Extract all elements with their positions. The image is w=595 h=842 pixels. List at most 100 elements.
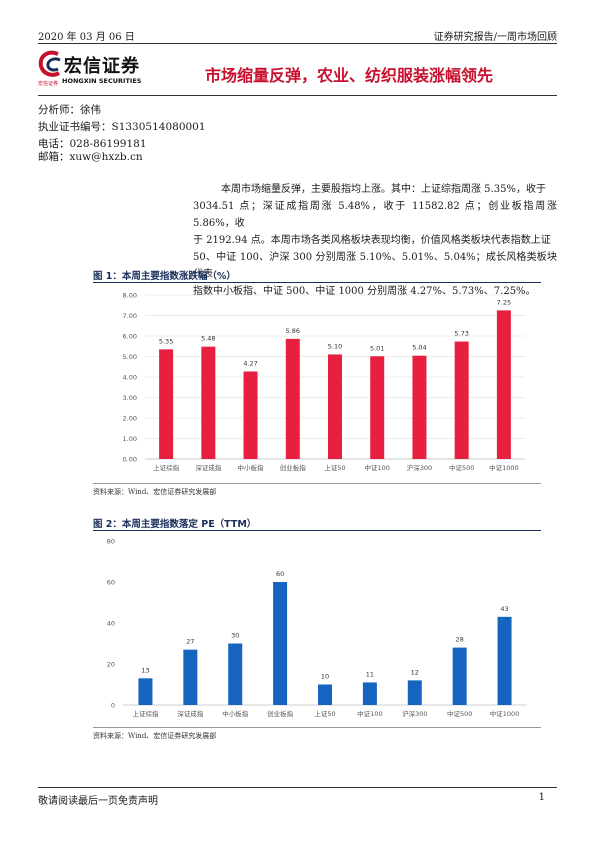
data-label: 30 (231, 632, 239, 640)
y-tick-label: 0 (111, 702, 115, 710)
analyst-license: 执业证书编号：S1330514080001 (38, 121, 206, 133)
data-label: 7.25 (497, 298, 511, 306)
bar (138, 678, 153, 705)
data-label: 13 (141, 666, 149, 674)
data-label: 5.01 (370, 344, 384, 352)
data-label: 43 (500, 605, 508, 613)
x-tick-label: 中小板指 (222, 709, 249, 718)
figure1-chart: 0.00 1.00 2.00 3.00 4.00 5.00 6.00 7.00 8.00 5.35… (123, 292, 525, 472)
bar (496, 310, 511, 459)
analyst-name: 分析师：徐伟 (38, 104, 101, 116)
y-tick-label: 3.00 (123, 394, 137, 402)
page-title: 市场缩量反弹，农业、纺织服装涨幅领先 (205, 66, 494, 85)
data-label: 5.48 (201, 335, 215, 343)
x-tick-label: 中证500 (449, 463, 474, 472)
data-label: 11 (366, 670, 374, 678)
figure2-bottom-rule (93, 727, 541, 728)
bar (412, 355, 427, 459)
y-tick-label: 20 (107, 661, 115, 669)
x-tick-label: 沪深300 (402, 709, 427, 718)
header-divider (38, 43, 557, 44)
footer-divider (38, 787, 557, 788)
y-tick-label: 7.00 (123, 312, 137, 320)
logo-mini: 宏信证券 (38, 81, 59, 87)
x-tick-label: 中证1000 (490, 709, 520, 718)
x-tick-label: 上证50 (324, 463, 345, 472)
bar (201, 346, 216, 459)
report-type: 证券研究报告/一周市场回顾 (433, 32, 557, 43)
company-logo: 宏信证券 HONGXIN SECURITIES 宏信证券 (38, 50, 163, 90)
data-label: 10 (321, 673, 329, 681)
analyst-email: 邮箱：xuw@hxzb.cn (38, 151, 143, 163)
y-tick-label: 40 (107, 620, 115, 628)
bar (318, 684, 332, 705)
bar (273, 582, 288, 705)
report-date: 2020 年 03 月 06 日 (38, 32, 135, 43)
bar (362, 682, 377, 705)
y-tick-label: 4.00 (123, 374, 137, 382)
bar (497, 616, 512, 705)
data-label: 5.35 (159, 337, 173, 345)
x-tick-label: 中证100 (357, 709, 382, 718)
y-tick-label: 1.00 (123, 435, 137, 443)
figure2-chart: 0 20 40 60 80 13 上证综指 27 深证成指 30 中小板指 60 创业板指 10 上证50 1… (107, 538, 527, 718)
figure1-bottom-rule (93, 483, 541, 484)
data-label: 60 (276, 570, 284, 578)
y-tick-label: 2.00 (123, 415, 137, 423)
bar (228, 643, 243, 705)
y-tick-label: 60 (107, 579, 115, 587)
data-label: 5.10 (328, 342, 342, 350)
data-label: 12 (411, 668, 419, 676)
logo-name-cn: 宏信证券 (64, 56, 140, 77)
data-label: 5.86 (286, 327, 300, 335)
title-divider (38, 95, 557, 96)
summary-line: 指数中小板指、中证 500、中证 1000 分别周涨 4.27%、5.73%、7… (193, 286, 536, 297)
bar (328, 354, 342, 459)
y-tick-label: 5.00 (123, 353, 137, 361)
summary-paragraph: 本周市场缩量反弹，主要股指均上涨。其中：上证综指周涨 5.35%，收于 3034… (193, 181, 557, 300)
x-tick-label: 上证50 (314, 709, 335, 718)
x-tick-label: 创业板指 (280, 463, 307, 472)
data-label: 4.27 (243, 359, 257, 367)
summary-line: 50、中证 100、沪深 300 分别周涨 5.10%、5.01%、5.04%；… (193, 252, 557, 280)
figure1-title: 图 1：本周主要指数涨跌幅（%） (93, 271, 236, 282)
figure2-source: 资料来源：Wind、宏信证券研究发展部 (93, 732, 217, 740)
figure1-source: 资料来源：Wind、宏信证券研究发展部 (93, 488, 217, 496)
bar (243, 371, 258, 459)
figure2-top-rule (93, 530, 541, 531)
x-tick-label: 沪深300 (407, 463, 432, 472)
x-tick-label: 上证综指 (132, 709, 159, 718)
figure1-top-rule (93, 282, 541, 283)
page-number: 1 (538, 792, 545, 803)
bar (183, 649, 198, 705)
figure2-title: 图 2：本周主要指数落定 PE（TTM） (93, 519, 257, 530)
data-label: 5.73 (454, 330, 468, 338)
logo-name-en: HONGXIN SECURITIES (62, 77, 142, 85)
summary-line: 3034.51 点；深证成指周涨 5.48%，收于 11582.82 点；创业板… (193, 201, 557, 229)
x-tick-label: 中证100 (365, 463, 390, 472)
data-label: 28 (456, 636, 464, 644)
bar (370, 356, 385, 459)
analyst-phone: 电话：028-86199181 (38, 138, 147, 150)
y-tick-label: 6.00 (123, 333, 137, 341)
x-tick-label: 中小板指 (238, 463, 264, 472)
bar (407, 680, 422, 705)
x-tick-label: 创业板指 (267, 709, 294, 718)
bar (159, 349, 174, 459)
x-tick-label: 中证500 (447, 709, 472, 718)
x-tick-label: 深证成指 (195, 463, 222, 472)
y-tick-label: 0.00 (123, 456, 137, 464)
bar (454, 341, 469, 459)
x-tick-label: 中证1000 (489, 463, 519, 472)
summary-line: 于 2192.94 点。本周市场各类风格板块表现均衡，价值风格类板块代表指数上证 (193, 235, 551, 246)
logo-mark-icon (38, 50, 61, 77)
bar (285, 338, 300, 459)
y-tick-label: 80 (107, 538, 115, 546)
x-tick-label: 上证综指 (153, 463, 180, 472)
y-tick-label: 8.00 (123, 292, 137, 300)
bar (452, 647, 467, 705)
footer-disclaimer: 敬请阅读最后一页免责声明 (38, 796, 158, 807)
x-tick-label: 深证成指 (177, 709, 204, 718)
data-label: 5.04 (412, 344, 426, 352)
summary-line: 本周市场缩量反弹，主要股指均上涨。其中：上证综指周涨 5.35%，收于 (221, 184, 546, 195)
